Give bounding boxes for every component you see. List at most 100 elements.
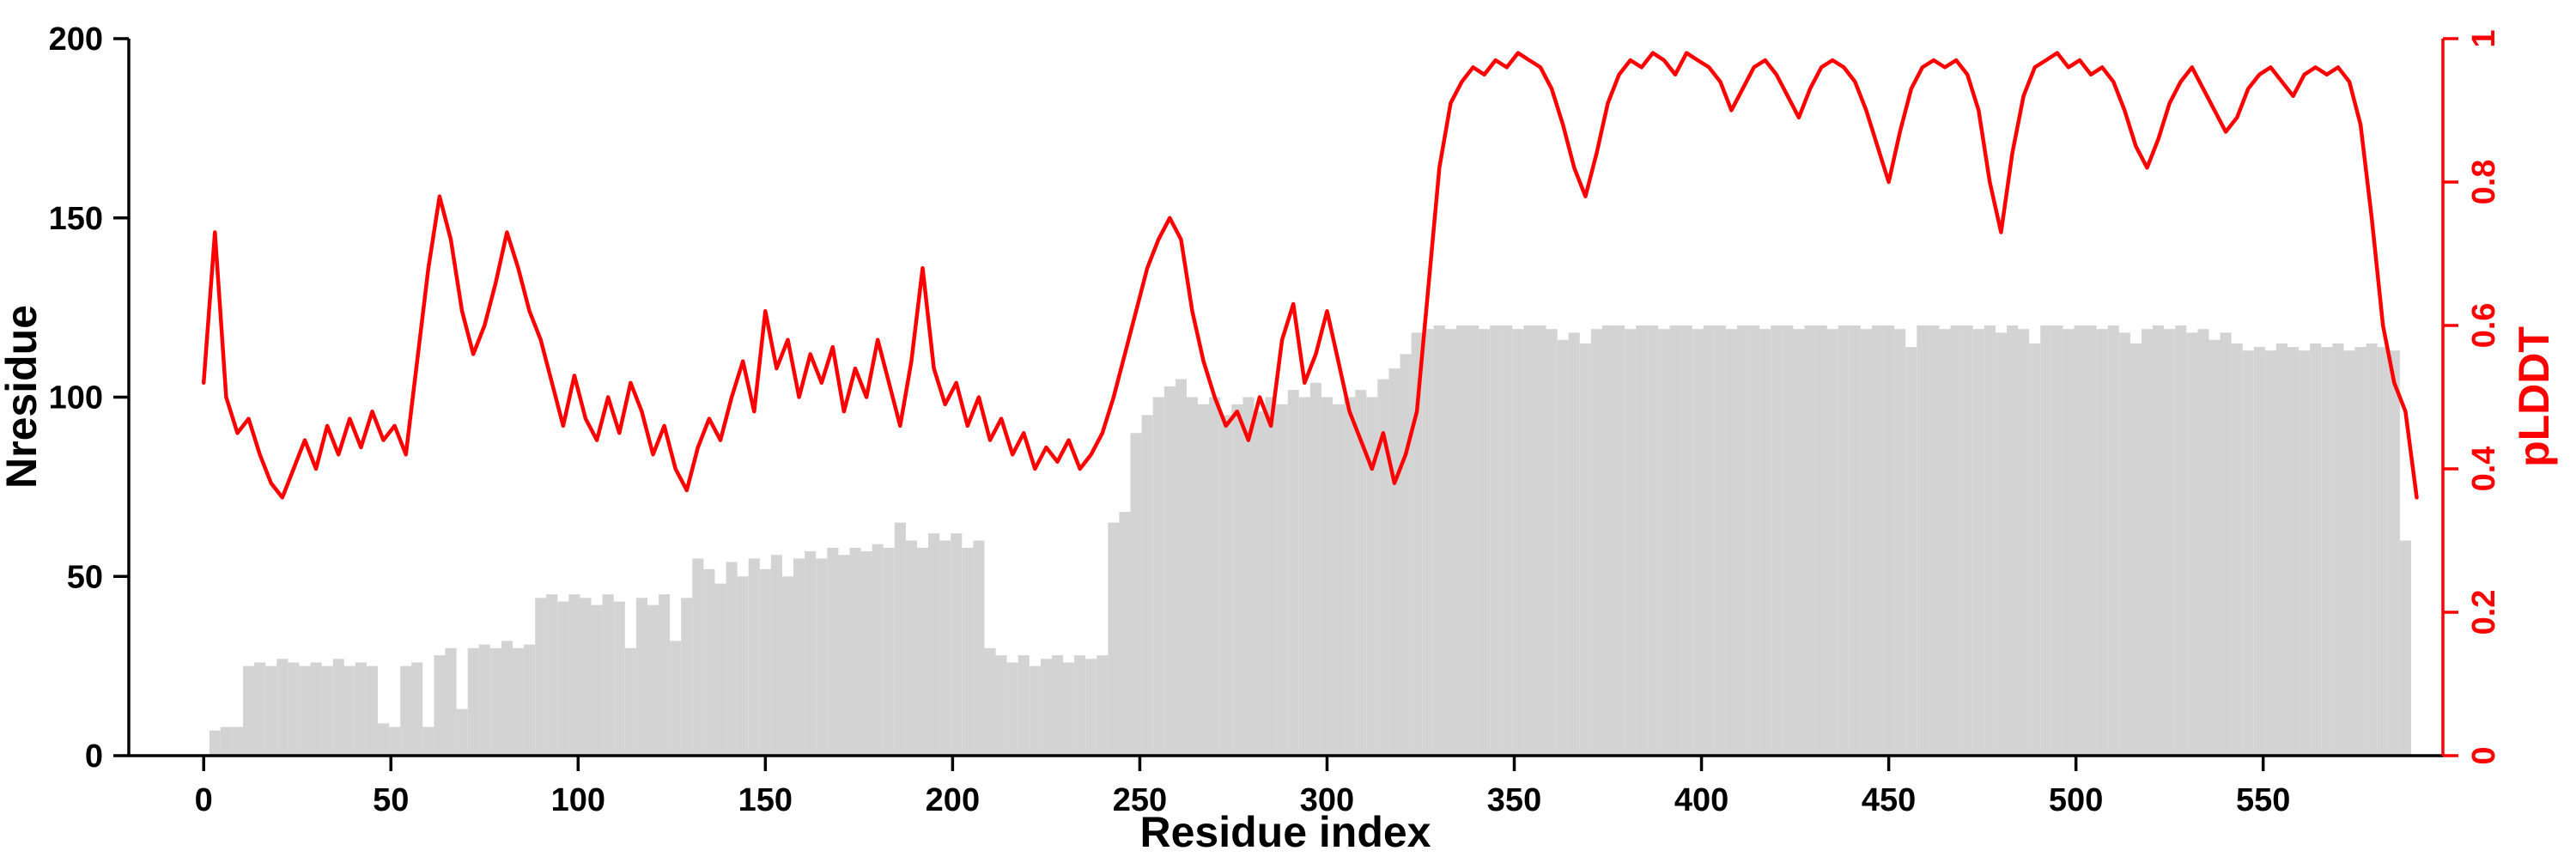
- nresidue-bar: [894, 522, 906, 756]
- nresidue-bar: [310, 662, 322, 756]
- nresidue-bar: [1759, 329, 1771, 756]
- nresidue-bar: [703, 568, 715, 756]
- nresidue-bar: [2118, 332, 2130, 756]
- x-axis-title: Residue index: [1140, 808, 1431, 856]
- nresidue-bar: [962, 547, 974, 756]
- nresidue-bar: [2107, 325, 2119, 756]
- nresidue-bar: [1703, 325, 1715, 756]
- nresidue-bar: [748, 558, 760, 756]
- nresidue-bar: [782, 576, 794, 757]
- nresidue-bar: [568, 594, 580, 756]
- nresidue-bar: [1815, 325, 1827, 756]
- nresidue-bar: [591, 605, 603, 756]
- nresidue-bar: [1051, 655, 1063, 756]
- nresidue-bar: [2388, 350, 2400, 756]
- nresidue-bar: [1444, 329, 1456, 756]
- nresidue-bar: [793, 558, 805, 756]
- nresidue-bar: [2321, 347, 2333, 756]
- nresidue-bar: [1568, 332, 1580, 756]
- nresidue-bar: [2399, 540, 2411, 756]
- nresidue-bar: [1590, 329, 1602, 756]
- nresidue-bar: [1984, 325, 1996, 756]
- nresidue-bar: [2287, 347, 2300, 756]
- x-tick-label: 100: [551, 782, 605, 818]
- nresidue-bar: [2051, 325, 2063, 756]
- nresidue-bar: [1377, 379, 1389, 756]
- nresidue-bar: [2264, 350, 2276, 756]
- nresidue-bar: [759, 568, 771, 756]
- nresidue-bar: [1411, 332, 1423, 756]
- x-tick-label: 200: [926, 782, 980, 818]
- nresidue-bar: [1018, 655, 1030, 756]
- x-tick-label: 350: [1487, 782, 1541, 818]
- nresidue-bar: [2029, 343, 2041, 756]
- nresidue-bar: [726, 562, 738, 756]
- nresidue-bar: [2310, 343, 2322, 756]
- nresidue-bar: [1737, 325, 1749, 756]
- nresidue-bar: [2018, 329, 2030, 756]
- nresidue-bar: [1309, 382, 1321, 756]
- nresidue-bar: [355, 662, 367, 756]
- nresidue-bar: [1366, 397, 1378, 756]
- nresidue-bar: [1119, 512, 1131, 756]
- nresidue-bar: [1636, 325, 1648, 756]
- nresidue-bar: [332, 659, 344, 756]
- nresidue-bar: [2175, 325, 2187, 756]
- x-tick-label: 150: [738, 782, 793, 818]
- nresidue-bar: [1972, 329, 1984, 756]
- nresidue-bar: [2242, 350, 2254, 756]
- nresidue-bar: [2208, 339, 2221, 756]
- nresidue-bar: [827, 547, 839, 756]
- nresidue-bar: [1355, 390, 1367, 756]
- nresidue-bar: [1298, 397, 1310, 756]
- nresidue-bar: [2096, 329, 2108, 756]
- nresidue-bar: [2275, 343, 2287, 756]
- nresidue-bar: [1917, 325, 1929, 756]
- nresidue-bar: [1479, 329, 1491, 756]
- nresidue-bar: [1883, 325, 1895, 756]
- nresidue-bar: [1400, 354, 1412, 756]
- nresidue-bar: [2186, 332, 2198, 756]
- nresidue-bar: [1074, 655, 1086, 756]
- nresidue-bar: [400, 665, 412, 756]
- nresidue-bar: [1141, 415, 1153, 756]
- nresidue-bar: [1647, 325, 1659, 756]
- nresidue-bar: [1557, 339, 1569, 756]
- nresidue-bar: [378, 723, 390, 756]
- y-left-tick-label: 100: [49, 380, 103, 416]
- nresidue-bar: [1130, 433, 1142, 757]
- nresidue-bar: [513, 647, 525, 757]
- nresidue-bar: [1501, 325, 1513, 756]
- nresidue-bar: [1872, 325, 1884, 756]
- nresidue-bar: [422, 726, 434, 756]
- nresidue-bar: [951, 533, 963, 756]
- nresidue-bar: [1422, 329, 1434, 756]
- nresidue-bar: [1512, 329, 1524, 756]
- nresidue-bar: [917, 547, 929, 756]
- nresidue-bar: [456, 708, 468, 756]
- nresidue-bar: [489, 647, 501, 757]
- x-tick-label: 250: [1113, 782, 1167, 818]
- nresidue-bar: [1534, 325, 1546, 756]
- nresidue-bar: [1804, 325, 1816, 756]
- nresidue-bar: [849, 547, 861, 756]
- nresidue-bar: [816, 558, 828, 756]
- nresidue-bar: [389, 726, 401, 756]
- nresidue-bar: [635, 598, 647, 756]
- nresidue-bar: [2164, 329, 2176, 756]
- nresidue-bar: [2085, 325, 2097, 756]
- nresidue-bar: [838, 555, 850, 756]
- y-right-tick-label: 0.6: [2466, 303, 2502, 349]
- nresidue-bar: [872, 544, 884, 756]
- nresidue-bar: [524, 644, 536, 756]
- x-tick-label: 50: [373, 782, 409, 818]
- nresidue-bar: [1523, 325, 1535, 756]
- nresidue-bar: [343, 665, 355, 756]
- nresidue-bar: [1287, 390, 1299, 756]
- nresidue-bar: [2354, 347, 2366, 756]
- nresidue-bar: [2007, 325, 2019, 756]
- nresidue-bars-layer: [209, 325, 2411, 757]
- nresidue-bar: [1085, 659, 1097, 756]
- nresidue-bar: [1669, 325, 1681, 756]
- nresidue-bar: [1108, 522, 1120, 756]
